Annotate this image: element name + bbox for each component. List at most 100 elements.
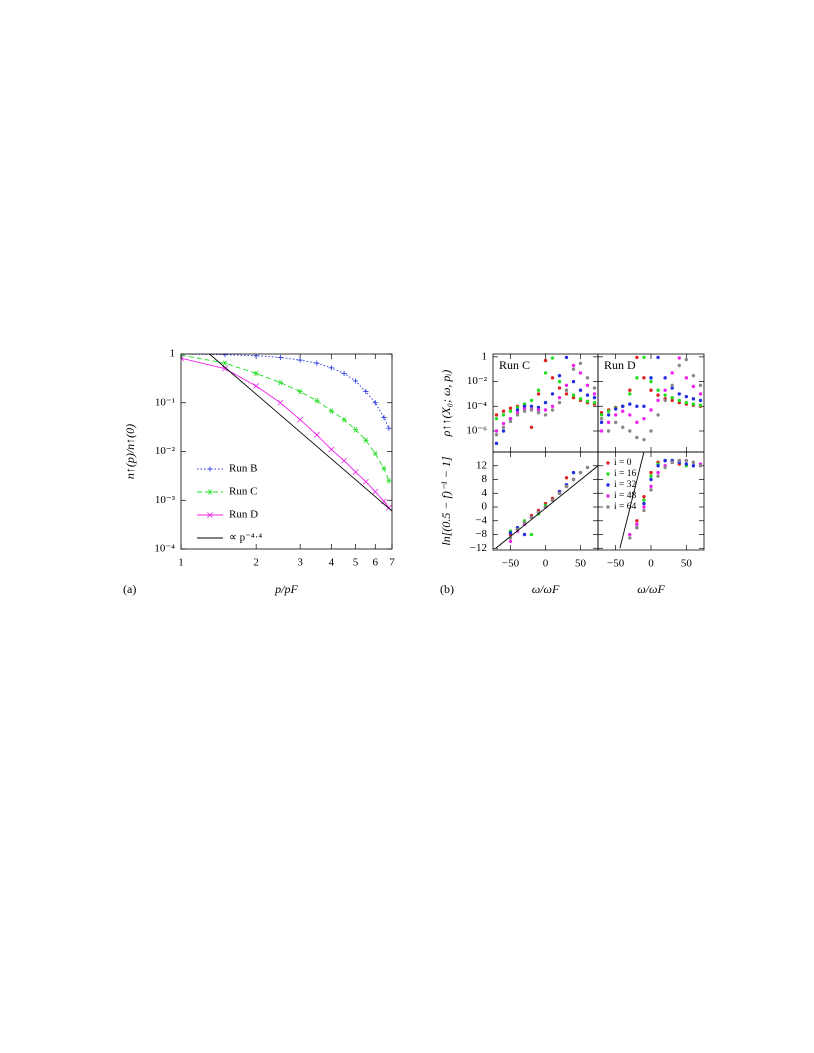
point <box>508 419 513 424</box>
point <box>606 409 611 413</box>
point <box>536 408 541 412</box>
series-line <box>495 465 598 549</box>
marker-stroke <box>373 450 378 457</box>
y-axis-label: n↑(p)/n↑(0) <box>123 424 137 479</box>
point <box>656 413 660 417</box>
point <box>529 425 534 429</box>
point <box>557 395 562 400</box>
y-tick-label: −12 <box>470 542 487 554</box>
y-tick-label: 10⁻² <box>467 375 488 387</box>
x-tick-label: 3 <box>297 557 303 569</box>
y-tick-label: 10⁻¹ <box>155 396 175 408</box>
point <box>508 539 513 544</box>
point <box>522 404 527 408</box>
plot-area <box>619 452 703 549</box>
point <box>564 476 569 480</box>
point <box>543 371 548 375</box>
legend-label: i = 0 <box>614 458 632 468</box>
point <box>642 376 646 380</box>
point <box>635 519 639 523</box>
point <box>571 379 576 384</box>
point <box>698 464 703 468</box>
point <box>571 393 576 397</box>
marker <box>297 416 304 423</box>
marker-stroke <box>222 365 228 372</box>
point <box>571 477 576 482</box>
marker <box>352 469 359 475</box>
x-tick-label: 50 <box>681 558 693 570</box>
marker <box>328 365 334 371</box>
point <box>585 376 590 380</box>
marker <box>352 378 359 384</box>
marker <box>253 370 259 377</box>
point <box>663 393 667 397</box>
marker-stroke <box>181 357 184 362</box>
point <box>578 388 583 392</box>
point <box>494 441 499 446</box>
point <box>656 474 660 478</box>
marker <box>277 399 284 406</box>
marker-stroke <box>223 360 227 366</box>
y-tick-label: −4 <box>475 514 487 526</box>
x-tick-label: 4 <box>329 557 335 569</box>
point <box>585 393 590 397</box>
marker-stroke <box>207 512 213 518</box>
legend-swatch <box>606 483 610 487</box>
point <box>677 458 681 463</box>
point <box>656 398 660 403</box>
point <box>656 393 660 397</box>
point <box>670 398 674 403</box>
marker-stroke <box>362 478 369 485</box>
point <box>564 484 569 489</box>
point <box>536 388 541 392</box>
frame <box>492 451 599 551</box>
point <box>578 397 583 401</box>
legend-swatch <box>606 461 610 465</box>
marker <box>363 437 369 444</box>
marker <box>341 457 347 464</box>
marker <box>314 360 320 366</box>
legend-swatch <box>606 494 610 498</box>
plot-area <box>494 355 597 446</box>
point <box>543 413 548 417</box>
marker-stroke <box>372 488 379 495</box>
point <box>564 392 569 396</box>
x-tick-label: 5 <box>353 557 359 569</box>
marker <box>362 478 369 485</box>
x-tick-label: −50 <box>607 558 625 570</box>
y-tick-label: 4 <box>482 487 488 499</box>
marker-stroke <box>363 437 368 444</box>
marker <box>363 388 369 395</box>
legend: i = 0i = 16i = 32i = 48i = 64 <box>606 458 636 512</box>
legend-swatch <box>606 472 610 476</box>
point <box>649 429 653 433</box>
point <box>628 388 632 392</box>
marker-stroke <box>298 388 303 395</box>
legend-label: ∝ p⁻⁴·⁴ <box>229 532 262 544</box>
point <box>677 363 681 368</box>
point <box>677 356 681 360</box>
marker <box>328 446 335 453</box>
point <box>606 413 611 417</box>
point <box>649 477 653 482</box>
point <box>550 408 555 412</box>
series-line <box>209 354 392 512</box>
marker <box>314 397 320 404</box>
point <box>564 383 569 387</box>
point <box>684 394 689 399</box>
marker-stroke <box>297 416 304 423</box>
point <box>628 392 632 396</box>
point <box>691 384 696 389</box>
x-tick-label: 0 <box>543 558 549 570</box>
point <box>635 522 639 526</box>
point <box>550 392 555 396</box>
point <box>663 458 667 463</box>
series-line <box>181 354 390 482</box>
point <box>557 400 562 405</box>
point <box>691 460 696 465</box>
marker-stroke <box>329 408 334 414</box>
point <box>642 437 646 442</box>
point <box>642 508 646 513</box>
plot-area <box>599 355 703 442</box>
marker-stroke <box>352 469 359 475</box>
